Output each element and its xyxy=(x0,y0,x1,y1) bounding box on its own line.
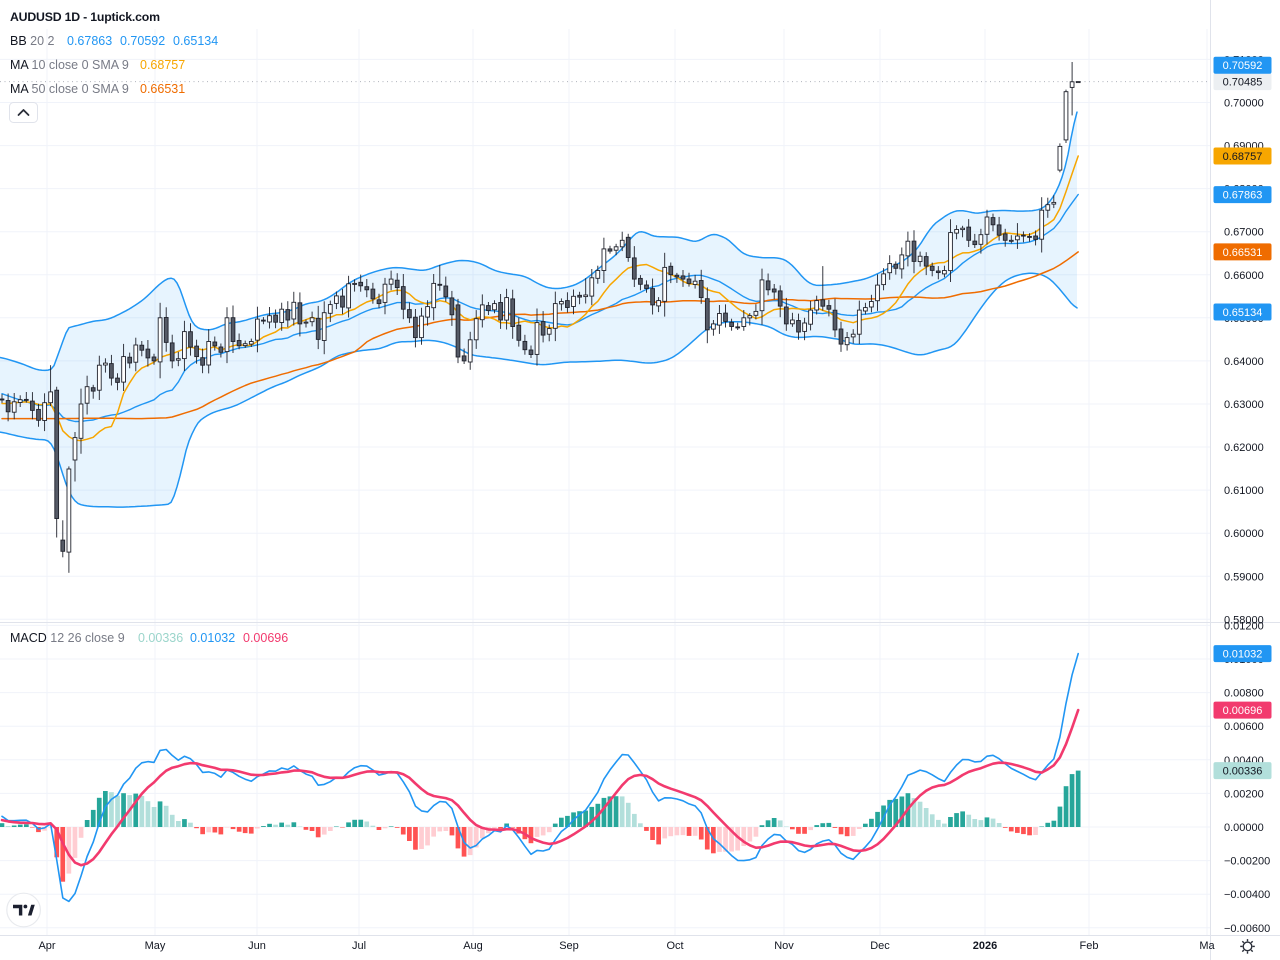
svg-text:0.00336: 0.00336 xyxy=(1223,766,1263,778)
svg-text:Jul: Jul xyxy=(352,940,366,952)
svg-text:MA 50 close 0 SMA 9: MA 50 close 0 SMA 9 xyxy=(10,82,129,96)
svg-text:0.67863: 0.67863 xyxy=(67,34,112,48)
svg-text:0.64000: 0.64000 xyxy=(1224,356,1264,368)
svg-text:0.68757: 0.68757 xyxy=(1223,151,1263,163)
svg-text:0.67000: 0.67000 xyxy=(1224,227,1264,239)
svg-text:MACD 12 26 close 9: MACD 12 26 close 9 xyxy=(10,631,125,645)
svg-text:0.70592: 0.70592 xyxy=(1223,60,1263,72)
svg-text:0.60000: 0.60000 xyxy=(1224,528,1264,540)
svg-text:0.00200: 0.00200 xyxy=(1224,788,1264,800)
svg-text:Nov: Nov xyxy=(774,940,794,952)
svg-text:0.00600: 0.00600 xyxy=(1224,721,1264,733)
svg-text:0.70485: 0.70485 xyxy=(1223,77,1263,89)
svg-text:Oct: Oct xyxy=(666,940,683,952)
svg-text:0.00336: 0.00336 xyxy=(138,631,183,645)
svg-text:Ma: Ma xyxy=(1199,940,1215,952)
svg-text:0.00696: 0.00696 xyxy=(243,631,288,645)
svg-text:0.66531: 0.66531 xyxy=(1223,247,1263,259)
svg-text:MA 10 close 0 SMA 9: MA 10 close 0 SMA 9 xyxy=(10,58,129,72)
svg-text:−0.00200: −0.00200 xyxy=(1224,856,1270,868)
svg-text:0.66531: 0.66531 xyxy=(140,82,185,96)
svg-text:0.67863: 0.67863 xyxy=(1223,190,1263,202)
svg-text:0.00800: 0.00800 xyxy=(1224,688,1264,700)
svg-text:Feb: Feb xyxy=(1080,940,1099,952)
svg-text:Aug: Aug xyxy=(463,940,483,952)
svg-text:0.68757: 0.68757 xyxy=(140,58,185,72)
svg-text:0.70000: 0.70000 xyxy=(1224,98,1264,110)
svg-text:−0.00400: −0.00400 xyxy=(1224,889,1270,901)
svg-text:Apr: Apr xyxy=(38,940,55,952)
svg-text:0.65134: 0.65134 xyxy=(173,34,218,48)
svg-text:Sep: Sep xyxy=(559,940,579,952)
svg-text:0.62000: 0.62000 xyxy=(1224,442,1264,454)
svg-text:Dec: Dec xyxy=(870,940,890,952)
svg-text:0.61000: 0.61000 xyxy=(1224,485,1264,497)
svg-text:May: May xyxy=(145,940,166,952)
svg-text:0.00696: 0.00696 xyxy=(1223,705,1263,717)
svg-text:0.63000: 0.63000 xyxy=(1224,399,1264,411)
svg-text:0.58000: 0.58000 xyxy=(1224,614,1264,626)
svg-text:0.01032: 0.01032 xyxy=(1223,649,1263,661)
svg-text:Jun: Jun xyxy=(248,940,266,952)
svg-text:0.01032: 0.01032 xyxy=(190,631,235,645)
svg-text:0.70592: 0.70592 xyxy=(120,34,165,48)
svg-text:AUDUSD 1D - 1uptick.com: AUDUSD 1D - 1uptick.com xyxy=(10,10,160,24)
svg-text:0.66000: 0.66000 xyxy=(1224,270,1264,282)
svg-text:−0.00600: −0.00600 xyxy=(1224,923,1270,935)
svg-text:0.01200: 0.01200 xyxy=(1224,620,1264,632)
svg-text:0.65134: 0.65134 xyxy=(1223,307,1263,319)
svg-text:BB 20 2: BB 20 2 xyxy=(10,34,55,48)
svg-text:2026: 2026 xyxy=(973,940,997,952)
svg-text:0.00000: 0.00000 xyxy=(1224,822,1264,834)
svg-text:0.59000: 0.59000 xyxy=(1224,571,1264,583)
